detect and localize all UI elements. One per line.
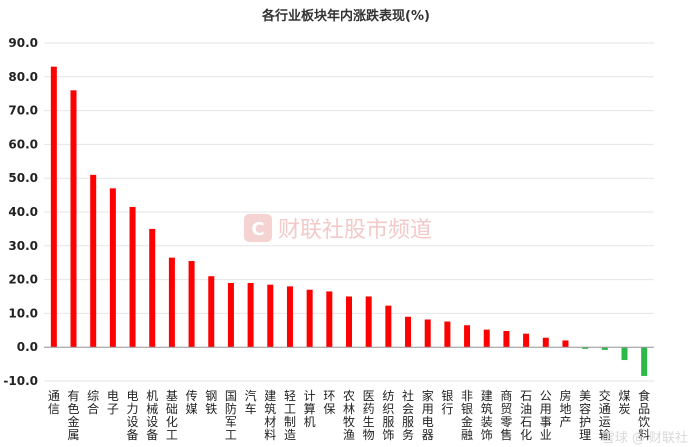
x-category-label: 汽车 xyxy=(245,388,257,416)
y-tick-label: 60.0 xyxy=(8,137,38,151)
bar xyxy=(188,261,195,348)
bar xyxy=(50,66,57,348)
corner-watermark: 雪球 @ 财联社 xyxy=(602,430,688,446)
watermark: C 财联社股市频道 xyxy=(244,214,432,243)
bar xyxy=(601,347,608,350)
x-category-label: 家用电器 xyxy=(422,388,434,442)
y-tick-label: 30.0 xyxy=(8,239,38,253)
bar xyxy=(129,206,136,348)
x-category-label: 农林牧渔 xyxy=(343,389,355,442)
bar xyxy=(90,174,97,348)
x-category-label: 社会服务 xyxy=(402,388,414,442)
bar xyxy=(385,305,392,348)
bar xyxy=(641,347,648,376)
bar xyxy=(444,321,451,348)
x-category-label: 煤炭 xyxy=(618,389,630,416)
bars xyxy=(50,66,648,376)
bar xyxy=(286,286,293,348)
x-category-label: 综合 xyxy=(87,389,99,416)
bar xyxy=(70,90,77,348)
x-category-label: 交通运输 xyxy=(599,388,611,442)
bar xyxy=(621,347,628,361)
x-category-label: 通信 xyxy=(48,389,60,416)
x-category-label: 建筑装饰 xyxy=(481,389,493,442)
y-tick-label: 40.0 xyxy=(8,205,38,219)
bar xyxy=(168,257,175,348)
x-category-label: 计算机 xyxy=(304,389,316,429)
x-category-label: 轻工制造 xyxy=(284,389,296,442)
bar xyxy=(227,282,234,348)
x-category-label: 基础化工 xyxy=(166,389,178,442)
x-category-label: 电力设备 xyxy=(127,389,139,442)
x-category-label: 钢铁 xyxy=(205,389,217,416)
bar xyxy=(346,296,352,348)
x-category-label: 有色金属 xyxy=(68,389,80,442)
bar xyxy=(267,284,274,348)
bar xyxy=(149,228,156,348)
x-category-label: 房地产 xyxy=(559,388,571,429)
x-category-label: 国防军工 xyxy=(225,389,237,442)
y-tick-label: -10.0 xyxy=(3,374,38,388)
x-category-label: 建筑材料 xyxy=(264,389,276,442)
x-category-label: 公用事业 xyxy=(540,389,552,442)
x-category-label: 电子 xyxy=(107,389,119,416)
y-tick-label: 0.0 xyxy=(17,340,38,354)
x-category-label: 银行 xyxy=(441,389,453,416)
bar xyxy=(424,319,431,348)
bar xyxy=(365,296,372,348)
x-category-label: 非银金融 xyxy=(461,389,473,442)
watermark-logo-box xyxy=(244,214,272,242)
bar xyxy=(542,337,549,348)
y-tick-label: 20.0 xyxy=(8,273,38,287)
bar xyxy=(109,188,116,348)
x-category-label: 医药生物 xyxy=(363,389,375,442)
bar xyxy=(483,329,490,348)
bar xyxy=(464,325,471,348)
chart-title: 各行业板块年内涨跌表现(%) xyxy=(261,8,430,24)
x-category-label: 机械设备 xyxy=(146,389,158,442)
y-axis-ticks: 90.0 80.0 70.0 60.0 50.0 40.0 30.0 20.0 10.0 0.0 -… xyxy=(3,36,38,388)
watermark-logo-letter: C xyxy=(251,219,264,240)
y-tick-label: 10.0 xyxy=(8,306,38,320)
x-category-label: 石油石化 xyxy=(520,389,532,442)
bar xyxy=(247,282,254,348)
bar xyxy=(562,340,569,348)
x-category-label: 食品饮料 xyxy=(638,388,650,442)
bar xyxy=(503,330,510,348)
x-category-label: 传媒 xyxy=(186,388,198,416)
watermark-text: 财联社股市频道 xyxy=(278,218,432,243)
x-axis-categories: 通信有色金属综合电子电力设备机械设备基础化工传媒钢铁国防军工汽车建筑材料轻工制造… xyxy=(48,388,650,442)
bar xyxy=(582,347,589,349)
x-category-label: 纺织服饰 xyxy=(382,389,394,442)
x-category-label: 环保 xyxy=(323,389,335,416)
x-category-label: 商贸零售 xyxy=(500,388,512,442)
y-tick-label: 70.0 xyxy=(8,104,38,118)
y-tick-label: 80.0 xyxy=(8,70,38,84)
y-tick-label: 50.0 xyxy=(8,171,38,185)
x-category-label: 美容护理 xyxy=(579,389,591,442)
bar xyxy=(208,276,215,348)
bar xyxy=(326,291,333,348)
bar xyxy=(405,316,412,348)
bar xyxy=(306,289,313,348)
bar xyxy=(523,333,530,348)
y-tick-label: 90.0 xyxy=(8,36,38,50)
